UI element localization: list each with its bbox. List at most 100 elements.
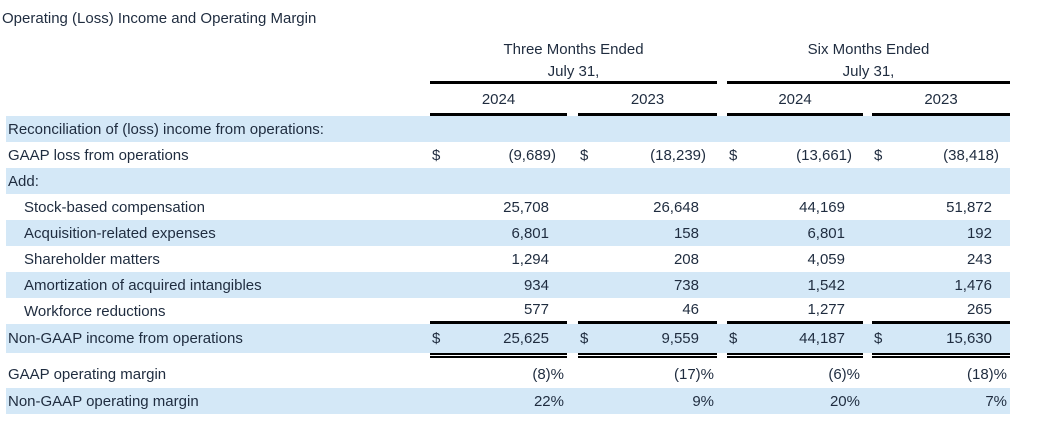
table-title: Operating (Loss) Income and Operating Ma… bbox=[2, 10, 317, 27]
value-group: 934 bbox=[430, 272, 567, 298]
row-label: Acquisition-related expenses bbox=[24, 224, 216, 242]
value-cell: (38,418) bbox=[943, 146, 999, 164]
table-row: Amortization of acquired intangibles 934… bbox=[6, 272, 1010, 298]
value-group: 577 bbox=[430, 298, 567, 324]
double-rule-row bbox=[6, 353, 1010, 361]
value-cell: (6)% bbox=[828, 366, 860, 383]
double-rule bbox=[578, 353, 717, 361]
value-cell: 243 bbox=[966, 250, 992, 268]
value-cell: 577 bbox=[523, 301, 549, 318]
value-cell: 934 bbox=[523, 276, 549, 294]
dollar-sign: $ bbox=[580, 330, 589, 347]
value-cell: (8)% bbox=[532, 366, 564, 383]
row-label: Non-GAAP operating margin bbox=[8, 392, 199, 410]
value-cell: 20% bbox=[829, 392, 860, 410]
table-row-total: Non-GAAP income from operations $ 25,625… bbox=[6, 324, 1010, 353]
period-header: Three Months Ended bbox=[503, 40, 644, 58]
value-group: (17)% bbox=[578, 361, 717, 388]
value-group: 6,801 bbox=[430, 220, 567, 246]
value-group: 51,872 bbox=[872, 194, 1010, 220]
value-cell: 158 bbox=[673, 224, 699, 242]
value-group: $ (18,239) bbox=[578, 142, 717, 168]
value-group: 9% bbox=[578, 388, 717, 414]
value-group: 4,059 bbox=[727, 246, 863, 272]
value-group: $ (13,661) bbox=[727, 142, 863, 168]
value-cell: 9% bbox=[692, 392, 714, 410]
date-header-row: July 31, July 31, bbox=[6, 61, 1010, 84]
value-group: 25,708 bbox=[430, 194, 567, 220]
value-group: 46 bbox=[578, 298, 717, 324]
value-cell: 51,872 bbox=[946, 198, 992, 216]
value-cell: 6,801 bbox=[511, 224, 549, 242]
value-group: 265 bbox=[872, 298, 1010, 324]
year-header-row: 2024 2023 2024 2023 bbox=[6, 86, 1010, 116]
value-cell: 738 bbox=[673, 276, 699, 294]
value-group: 6,801 bbox=[727, 220, 863, 246]
dollar-sign: $ bbox=[432, 146, 441, 164]
row-label: GAAP loss from operations bbox=[8, 146, 189, 164]
table-row: Shareholder matters 1,294 208 4,059 243 bbox=[6, 246, 1010, 272]
value-group: $ (9,689) bbox=[430, 142, 567, 168]
value-cell: 9,559 bbox=[661, 330, 699, 347]
dollar-sign: $ bbox=[874, 146, 883, 164]
value-group: $ 15,630 bbox=[872, 324, 1010, 353]
value-cell: 6,801 bbox=[807, 224, 845, 242]
value-group: 44,169 bbox=[727, 194, 863, 220]
double-rule bbox=[727, 353, 863, 361]
value-group: 1,277 bbox=[727, 298, 863, 324]
value-group: 20% bbox=[727, 388, 863, 414]
value-cell: 1,294 bbox=[511, 250, 549, 268]
value-cell: (17)% bbox=[673, 366, 714, 383]
period-header-row: Three Months Ended Six Months Ended bbox=[6, 37, 1010, 61]
dollar-sign: $ bbox=[432, 330, 441, 347]
value-cell: 44,187 bbox=[799, 330, 845, 347]
year-header: 2024 bbox=[727, 86, 863, 116]
table-row: Stock-based compensation 25,708 26,648 4… bbox=[6, 194, 1010, 220]
value-group: (6)% bbox=[727, 361, 863, 388]
value-group: 243 bbox=[872, 246, 1010, 272]
row-label: Stock-based compensation bbox=[24, 198, 205, 216]
table-row: GAAP operating margin (8)% (17)% (6)% (1… bbox=[6, 361, 1010, 388]
value-cell: 22% bbox=[533, 392, 564, 410]
value-cell: 44,169 bbox=[799, 198, 845, 216]
row-label: Shareholder matters bbox=[24, 250, 160, 268]
value-group: 738 bbox=[578, 272, 717, 298]
value-group: 158 bbox=[578, 220, 717, 246]
value-group: $ (38,418) bbox=[872, 142, 1010, 168]
year-header: 2023 bbox=[578, 86, 717, 116]
double-rule bbox=[872, 353, 1010, 361]
value-cell: 25,708 bbox=[503, 198, 549, 216]
value-cell: 265 bbox=[966, 301, 992, 318]
value-cell: 26,648 bbox=[653, 198, 699, 216]
table-row-section: Add: bbox=[6, 168, 1010, 194]
value-cell: 1,476 bbox=[954, 276, 992, 294]
table-row-section: Reconciliation of (loss) income from ope… bbox=[6, 116, 1010, 142]
value-cell: 192 bbox=[966, 224, 992, 242]
value-cell: 25,625 bbox=[503, 330, 549, 347]
value-group: $ 44,187 bbox=[727, 324, 863, 353]
value-group: $ 25,625 bbox=[430, 324, 567, 353]
double-rule bbox=[430, 353, 567, 361]
value-group: $ 9,559 bbox=[578, 324, 717, 353]
table-row: GAAP loss from operations $ (9,689) $ (1… bbox=[6, 142, 1010, 168]
value-group: (18)% bbox=[872, 361, 1010, 388]
reconciliation-table: Three Months Ended Six Months Ended July… bbox=[6, 37, 1010, 414]
value-group: (8)% bbox=[430, 361, 567, 388]
row-label: Reconciliation of (loss) income from ope… bbox=[8, 120, 324, 138]
row-label: GAAP operating margin bbox=[8, 366, 167, 383]
value-cell: (9,689) bbox=[508, 146, 556, 164]
dollar-sign: $ bbox=[729, 146, 738, 164]
value-group: 192 bbox=[872, 220, 1010, 246]
value-group: 1,294 bbox=[430, 246, 567, 272]
row-label: Workforce reductions bbox=[24, 302, 166, 320]
table-row: Acquisition-related expenses 6,801 158 6… bbox=[6, 220, 1010, 246]
period-header: Six Months Ended bbox=[807, 40, 930, 58]
value-group: 208 bbox=[578, 246, 717, 272]
row-label: Add: bbox=[8, 172, 39, 190]
value-group: 1,542 bbox=[727, 272, 863, 298]
value-cell: (18)% bbox=[966, 366, 1007, 383]
value-cell: 208 bbox=[673, 250, 699, 268]
value-group: 7% bbox=[872, 388, 1010, 414]
dollar-sign: $ bbox=[874, 330, 883, 347]
